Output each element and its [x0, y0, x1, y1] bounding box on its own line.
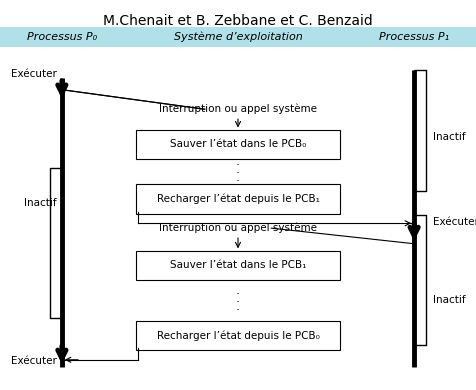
Text: .: .: [236, 171, 240, 184]
Text: Recharger l’état depuis le PCB₁: Recharger l’état depuis le PCB₁: [157, 194, 319, 204]
FancyBboxPatch shape: [136, 184, 340, 214]
Text: Exécuter: Exécuter: [11, 356, 57, 366]
FancyBboxPatch shape: [136, 129, 340, 159]
Text: .: .: [236, 163, 240, 176]
FancyBboxPatch shape: [136, 321, 340, 350]
Bar: [0, 27, 476, 47]
Text: .: .: [236, 300, 240, 313]
Text: Recharger l’état depuis le PCB₀: Recharger l’état depuis le PCB₀: [157, 330, 319, 340]
Text: Exécuter: Exécuter: [11, 69, 57, 79]
Text: Interruption ou appel système: Interruption ou appel système: [159, 104, 317, 114]
Text: .: .: [236, 292, 240, 305]
Text: .: .: [236, 284, 240, 297]
Text: M.Chenait et B. Zebbane et C. Benzaid: M.Chenait et B. Zebbane et C. Benzaid: [103, 14, 373, 28]
Text: Sauver l’état dans le PCB₀: Sauver l’état dans le PCB₀: [170, 139, 306, 149]
Text: Processus P₀: Processus P₀: [27, 32, 97, 42]
Text: Inactif: Inactif: [433, 295, 466, 305]
FancyBboxPatch shape: [136, 251, 340, 280]
Text: .: .: [236, 155, 240, 168]
Text: Inactif: Inactif: [24, 198, 57, 208]
Text: Sauver l’état dans le PCB₁: Sauver l’état dans le PCB₁: [170, 260, 306, 270]
Text: Système d’exploitation: Système d’exploitation: [174, 32, 302, 42]
Text: Exécuter: Exécuter: [433, 217, 476, 227]
Text: Inactif: Inactif: [433, 131, 466, 142]
Text: Interruption ou appel système: Interruption ou appel système: [159, 223, 317, 233]
Text: Processus P₁: Processus P₁: [379, 32, 449, 42]
